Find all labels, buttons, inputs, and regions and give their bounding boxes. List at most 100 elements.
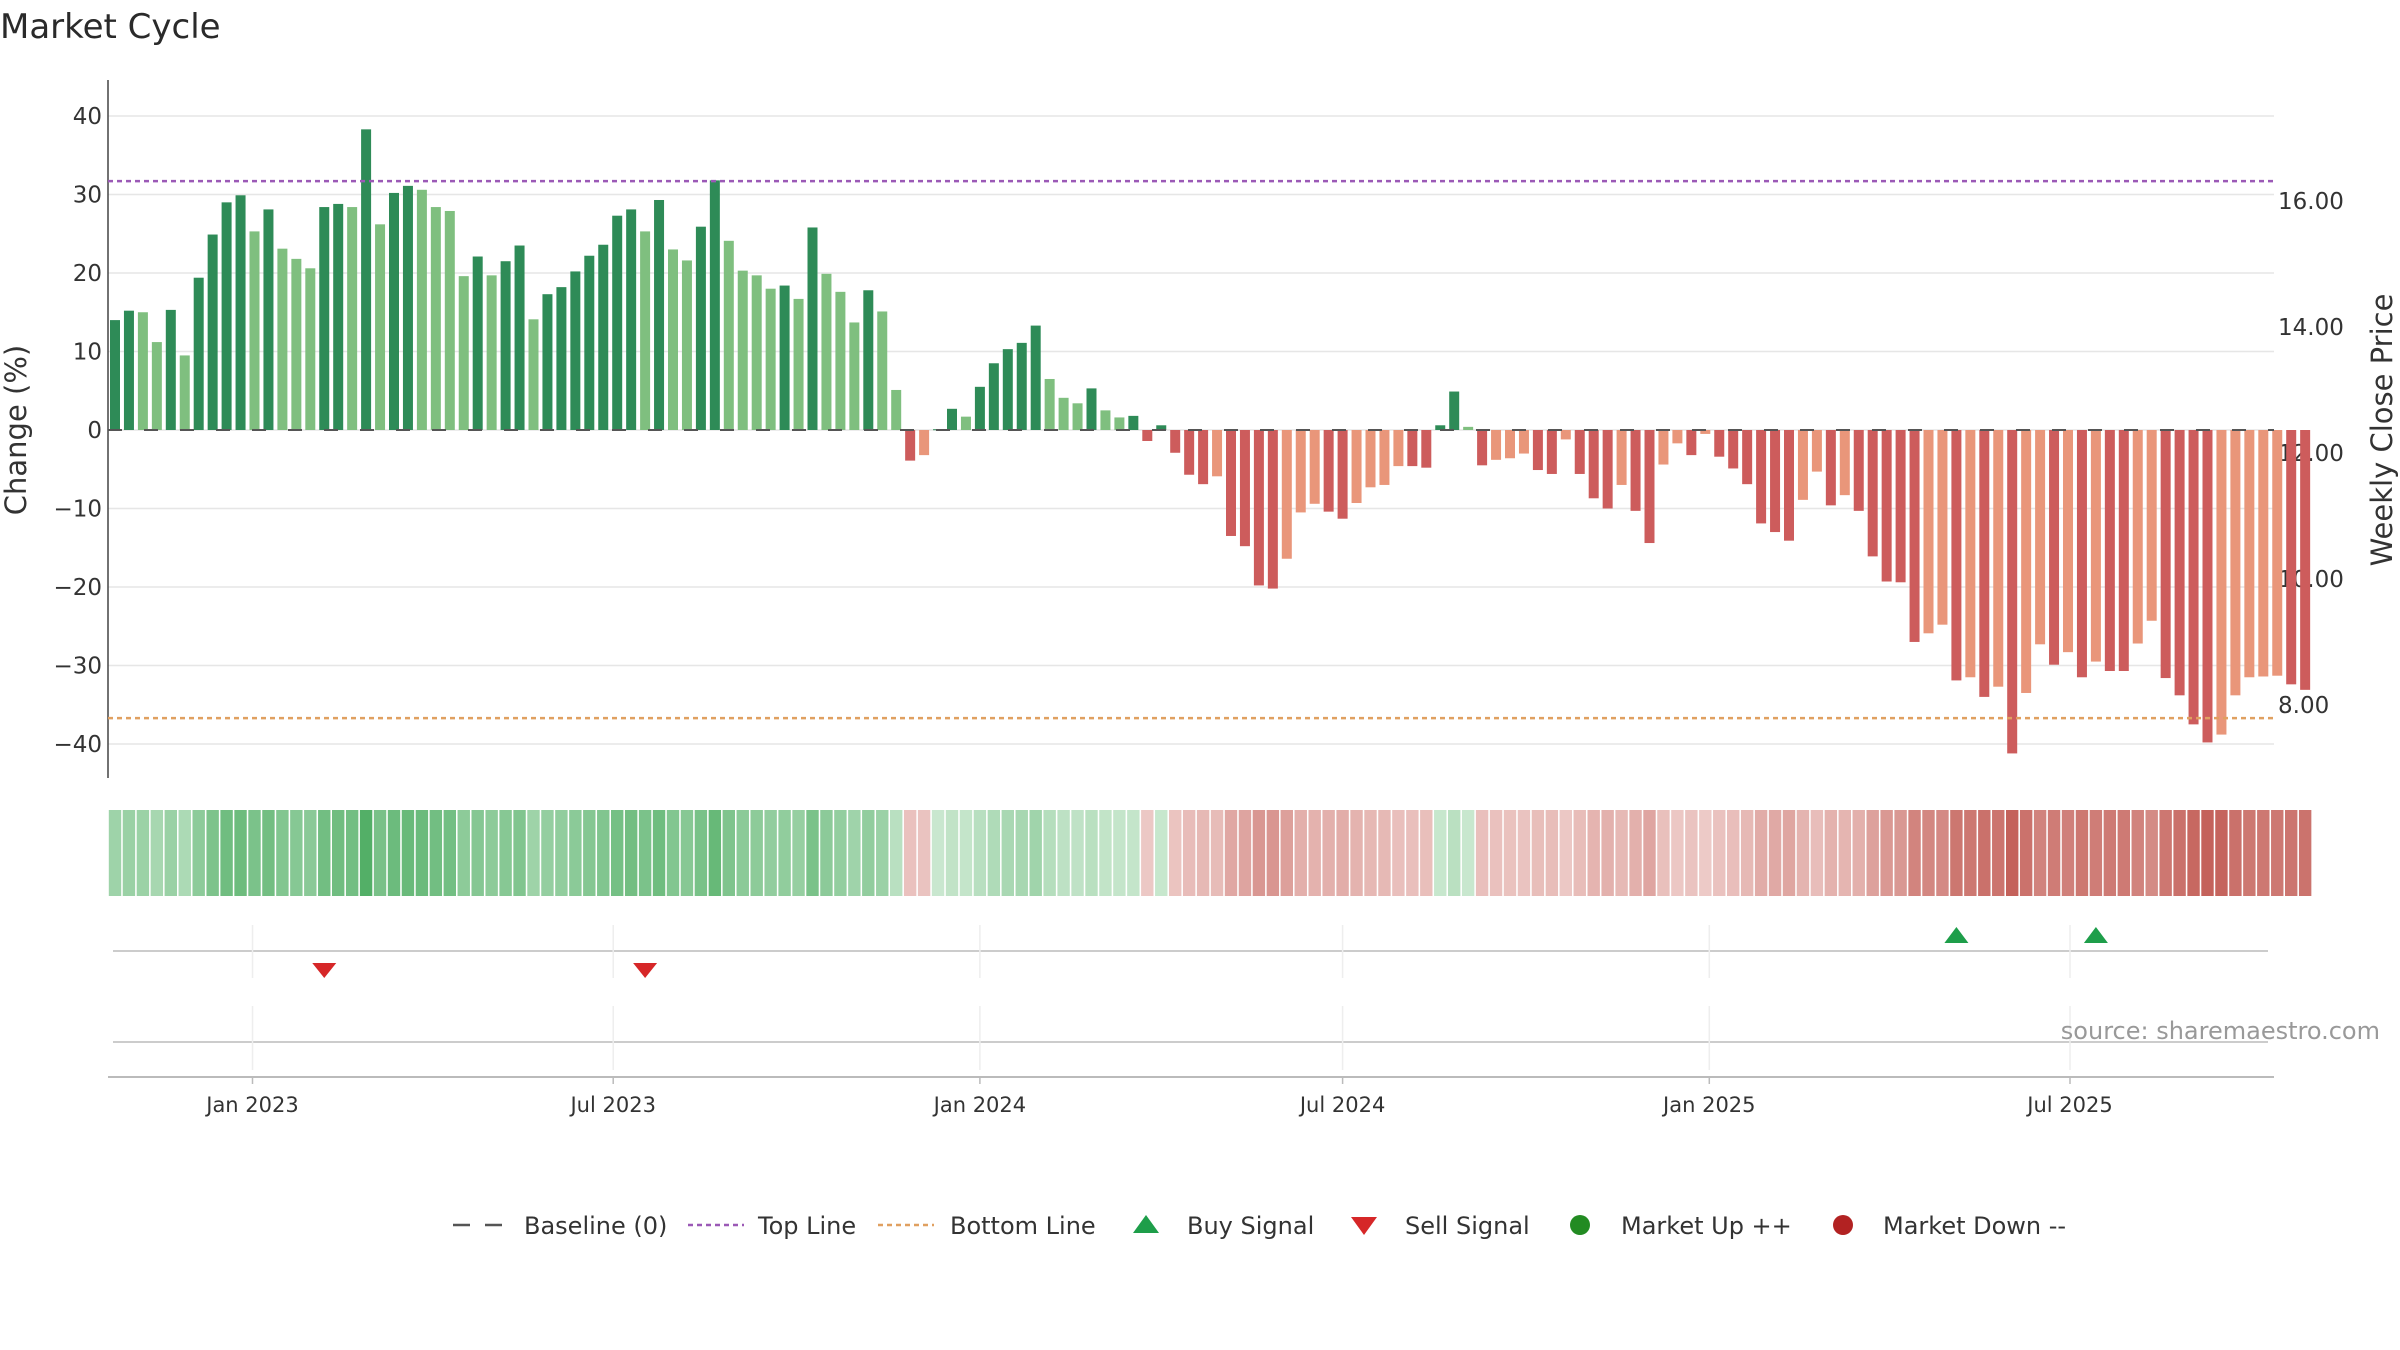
- legend-swatch-marker: [1570, 1215, 1590, 1235]
- heat-cell: [1894, 810, 1907, 896]
- heat-cell: [1392, 810, 1405, 896]
- heat-cell: [290, 810, 303, 896]
- bar: [1839, 430, 1850, 496]
- legend-label: Bottom Line: [950, 1212, 1096, 1240]
- bar: [2118, 430, 2129, 671]
- bar: [1267, 430, 1278, 589]
- heat-cell: [1964, 810, 1977, 896]
- heat-cell: [1671, 810, 1684, 896]
- heat-cell: [1489, 810, 1503, 896]
- heat-cell: [1768, 810, 1782, 896]
- bar: [514, 245, 525, 430]
- legend-swatch-marker: [1833, 1215, 1853, 1235]
- heat-cell: [2229, 810, 2242, 896]
- signal-panel: [113, 925, 2268, 1070]
- heat-cell: [583, 810, 596, 896]
- bar: [654, 199, 665, 430]
- bar: [2076, 430, 2087, 678]
- bar: [709, 180, 720, 430]
- heat-cell: [2131, 810, 2144, 896]
- bar: [1128, 415, 1139, 430]
- bar: [737, 270, 748, 430]
- heat-cell: [1517, 810, 1531, 896]
- bar: [1058, 397, 1069, 430]
- bar: [2216, 430, 2227, 735]
- reference-lines: [108, 179, 2274, 720]
- bar: [1546, 430, 1557, 474]
- bar: [2021, 430, 2032, 693]
- bar: [235, 195, 246, 430]
- bar: [1728, 430, 1739, 469]
- heat-cell: [415, 810, 429, 896]
- heat-cell: [876, 810, 889, 896]
- heat-cell: [2019, 810, 2033, 896]
- bar: [1030, 325, 1041, 430]
- bar: [1170, 430, 1181, 453]
- heat-cell: [652, 810, 666, 896]
- chart-title: Market Cycle: [0, 7, 221, 47]
- heat-cell: [2075, 810, 2089, 896]
- bar: [123, 310, 134, 430]
- bar: [137, 312, 148, 430]
- bar: [1337, 430, 1348, 519]
- y2-tick-label: 8.00: [2278, 693, 2329, 719]
- bar: [1742, 430, 1753, 485]
- heat-cell: [708, 810, 722, 896]
- heat-cell: [1043, 810, 1056, 896]
- heat-cell: [1629, 810, 1642, 896]
- bar: [1979, 430, 1990, 697]
- bar: [2160, 430, 2171, 679]
- bar: [877, 311, 888, 430]
- bar: [1770, 430, 1781, 533]
- heat-cell: [1169, 810, 1182, 896]
- heat-cell: [2145, 810, 2158, 896]
- heat-cell: [1182, 810, 1196, 896]
- bar: [1825, 430, 1836, 506]
- heat-cell: [1196, 810, 1210, 896]
- x-tick-label: Jul 2023: [568, 1093, 655, 1117]
- axes: 403020100−10−20−30−4016.0014.0012.0010.0…: [0, 80, 2399, 778]
- legend-swatch-marker: [1133, 1215, 1159, 1233]
- heat-cell: [1531, 810, 1545, 896]
- y-tick-label: 30: [73, 183, 102, 209]
- bar: [1909, 430, 1920, 642]
- bar: [110, 320, 120, 430]
- heat-cell: [638, 810, 652, 896]
- bar: [1867, 430, 1878, 557]
- bar: [1602, 430, 1613, 509]
- heat-cell: [1127, 810, 1140, 896]
- heat-cell: [387, 810, 401, 896]
- heat-cell: [1280, 810, 1293, 896]
- bar: [2090, 430, 2101, 662]
- bar: [1993, 430, 2004, 687]
- x-axis: Jan 2023 Jul 2023 Jan 2024 Jul 2024 Jan 2025…: [108, 1076, 2274, 1117]
- bar: [542, 294, 553, 430]
- bar: [598, 244, 609, 430]
- bar: [1184, 430, 1195, 475]
- bar: [1965, 430, 1976, 678]
- heat-cell: [178, 810, 191, 896]
- bar: [319, 207, 330, 430]
- heat-cell: [2257, 810, 2270, 896]
- bar: [695, 226, 706, 430]
- y-axis-title: Change (%): [0, 345, 33, 515]
- heat-cell: [276, 810, 289, 896]
- heat-cell: [373, 810, 387, 896]
- heat-cell: [736, 810, 749, 896]
- x-tick-label: Jul 2025: [2025, 1093, 2112, 1117]
- bar: [960, 416, 971, 430]
- heat-cell: [443, 810, 456, 896]
- heat-cell: [666, 810, 680, 896]
- legend-label: Market Down --: [1883, 1212, 2066, 1240]
- bar: [458, 276, 469, 430]
- heat-cell: [1950, 810, 1963, 896]
- heat-cell: [2201, 810, 2214, 896]
- heat-cell: [1071, 810, 1084, 896]
- bar: [486, 275, 497, 430]
- heat-cell: [834, 810, 847, 896]
- bar: [556, 287, 567, 430]
- x-tick-label: Jul 2024: [1298, 1093, 1385, 1117]
- green-circle-icon: [1570, 1215, 1590, 1235]
- heat-cell: [959, 810, 973, 896]
- heat-cell: [108, 810, 122, 896]
